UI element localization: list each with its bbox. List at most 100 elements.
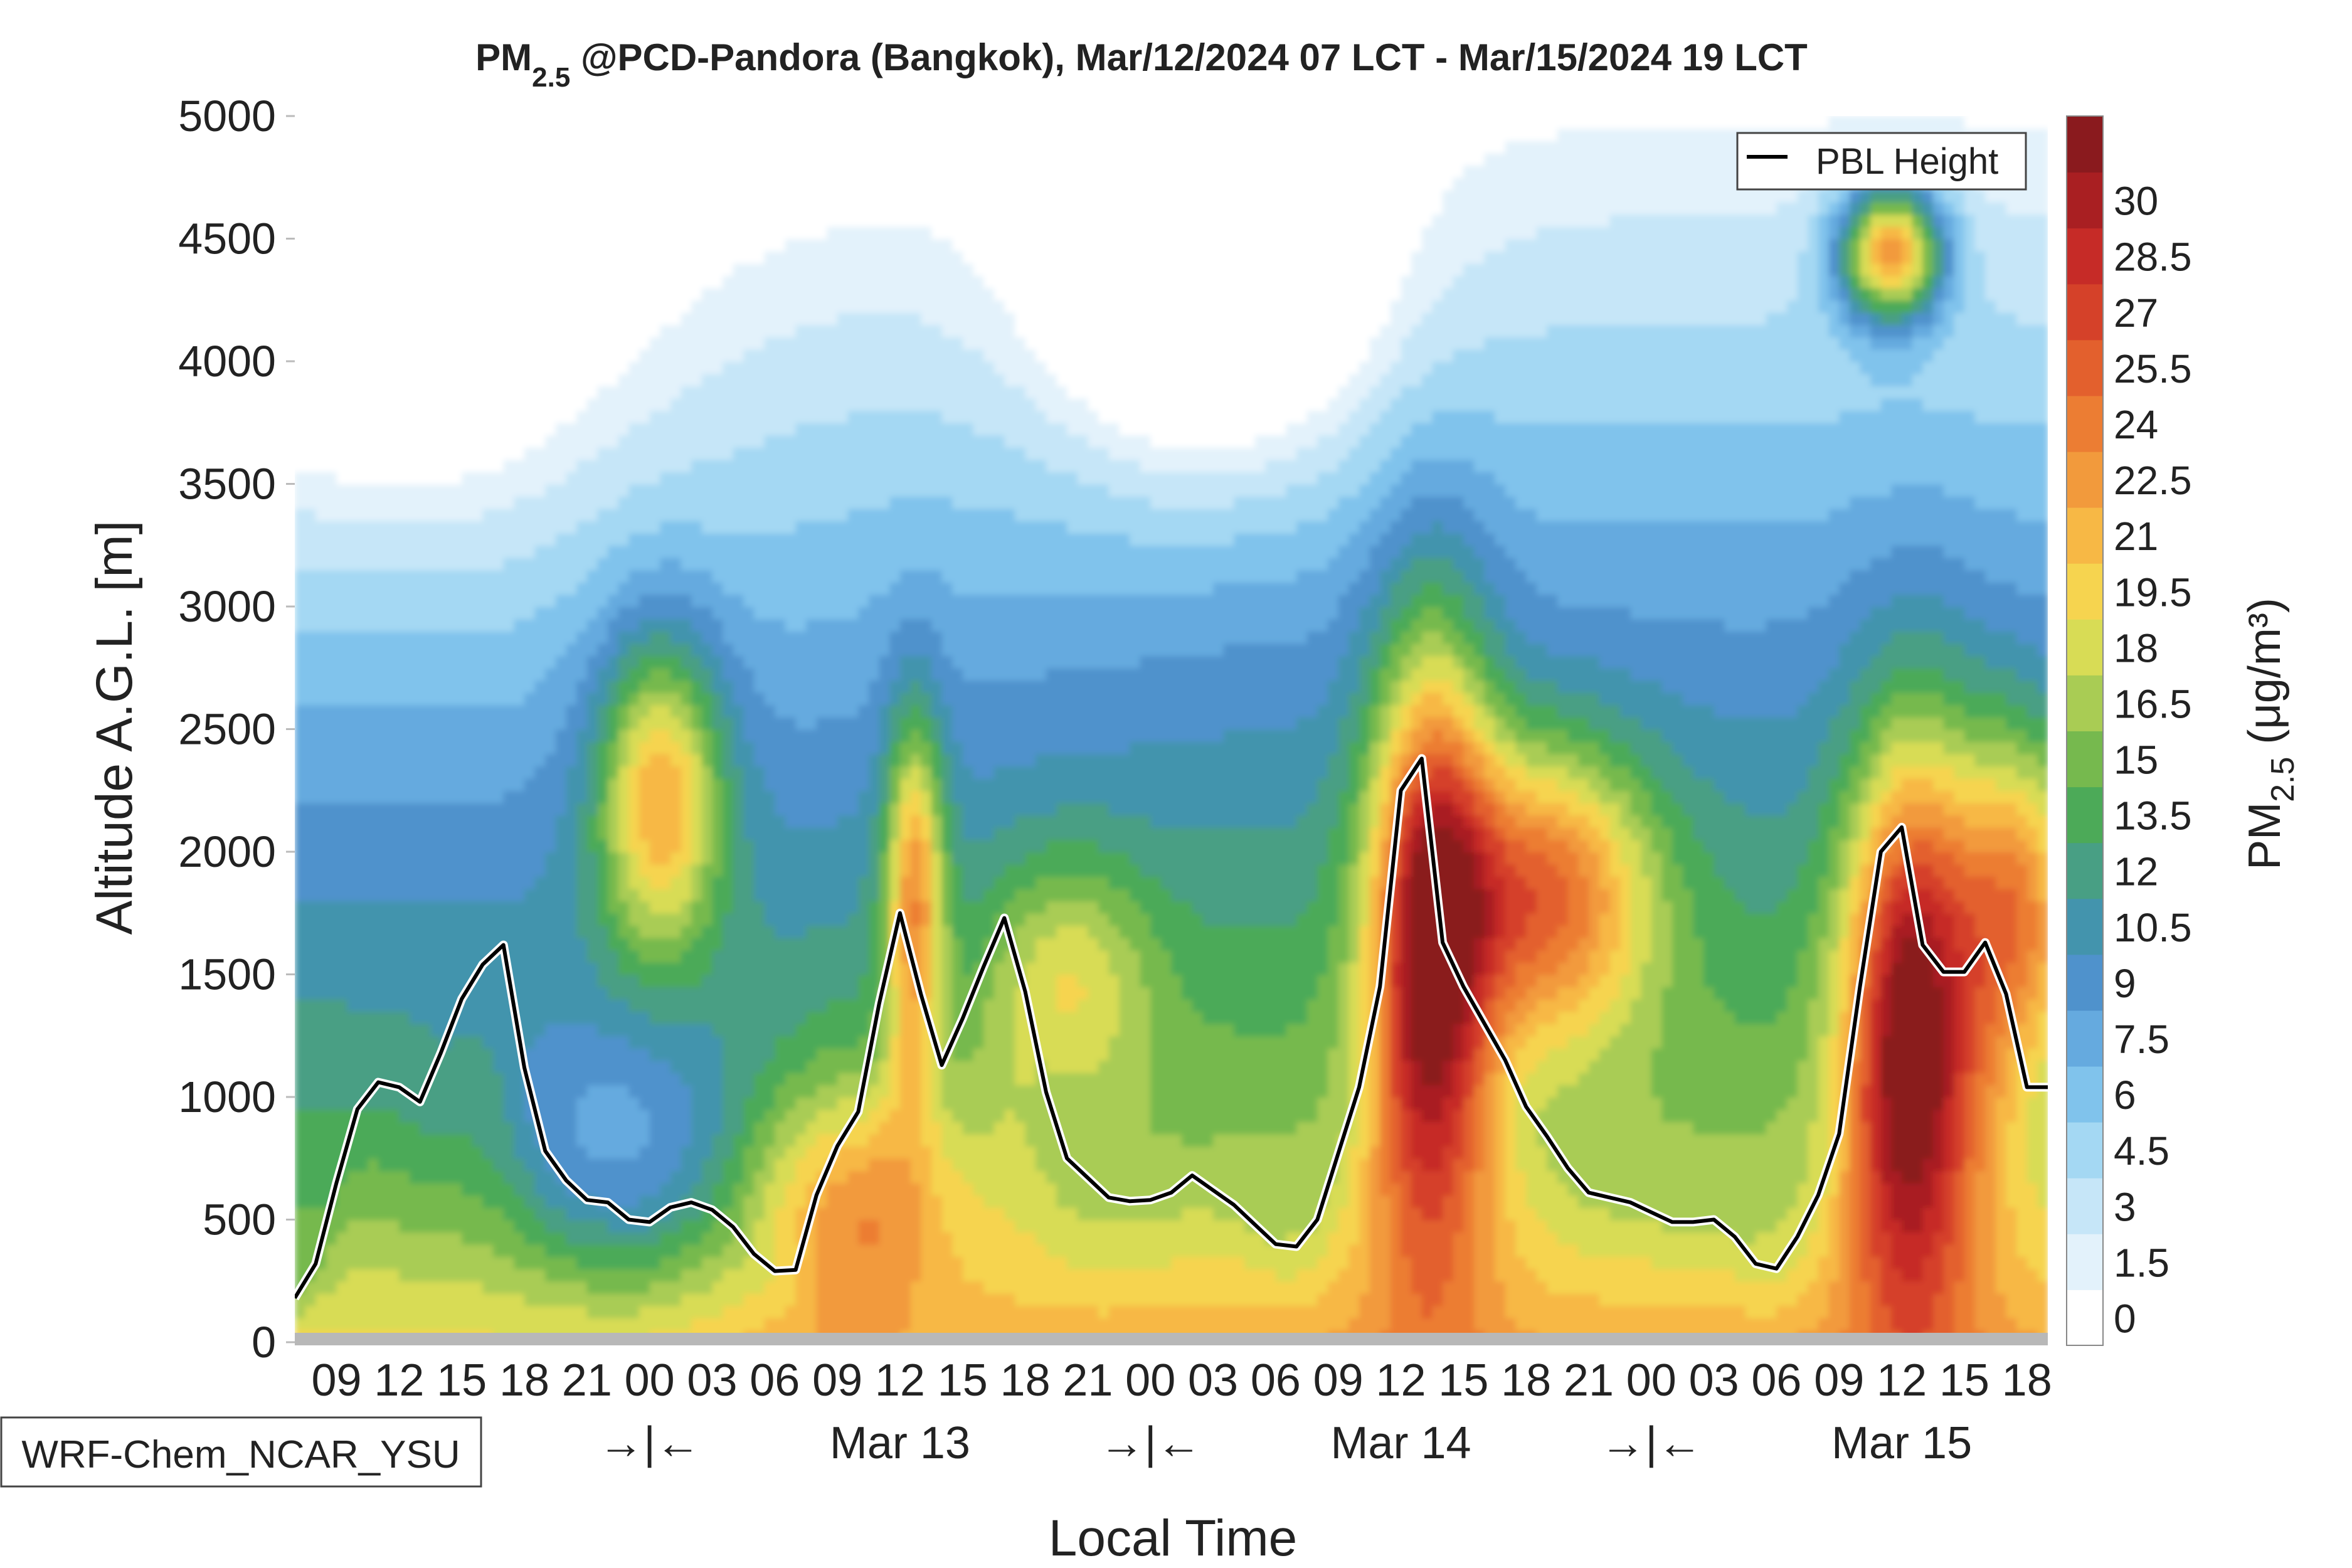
pm25-cell xyxy=(628,447,640,460)
pm25-cell xyxy=(388,692,400,706)
pm25-cell xyxy=(795,680,807,693)
pm25-cell xyxy=(806,1305,817,1318)
pm25-cell xyxy=(357,165,369,178)
pm25-cell xyxy=(806,827,817,840)
pm25-cell xyxy=(733,704,744,718)
pm25-cell xyxy=(295,226,306,240)
pm25-cell xyxy=(566,1317,578,1331)
pm25-cell xyxy=(336,226,348,240)
pm25-cell xyxy=(733,1133,744,1147)
pm25-cell xyxy=(723,569,734,583)
pm25-cell xyxy=(608,557,619,571)
pm25-cell xyxy=(357,581,369,595)
pm25-cell xyxy=(743,1036,755,1049)
pm25-cell xyxy=(670,1097,682,1110)
pm25-cell xyxy=(336,532,348,546)
pm25-cell xyxy=(639,1097,650,1110)
pm25-cell xyxy=(410,643,421,657)
pm25-cell xyxy=(806,778,817,792)
pm25-cell xyxy=(430,496,442,509)
pm25-cell xyxy=(399,1219,410,1232)
pm25-cell xyxy=(326,116,337,129)
pm25-cell xyxy=(399,300,410,313)
pm25-cell xyxy=(336,545,348,558)
pm25-cell xyxy=(462,214,473,227)
pm25-cell xyxy=(775,643,786,657)
pm25-cell xyxy=(639,361,650,374)
pm25-cell xyxy=(388,680,400,693)
pm25-cell xyxy=(534,324,546,337)
pm25-cell xyxy=(399,974,410,988)
pm25-cell xyxy=(660,667,671,681)
pm25-cell xyxy=(681,361,692,374)
pm25-cell xyxy=(295,876,306,889)
pm25-cell xyxy=(764,1023,776,1037)
pm25-cell xyxy=(712,361,724,374)
pm25-cell xyxy=(639,128,650,142)
pm25-cell xyxy=(576,226,588,240)
pm25-cell xyxy=(660,238,671,252)
pm25-cell xyxy=(326,251,337,264)
pm25-cell xyxy=(555,1317,567,1331)
pm25-cell xyxy=(660,459,671,472)
pm25-cell xyxy=(660,1182,671,1196)
pm25-cell xyxy=(586,680,598,693)
pm25-cell xyxy=(691,165,702,178)
pm25-cell xyxy=(410,1023,421,1037)
pm25-cell xyxy=(795,1121,807,1135)
pm25-cell xyxy=(336,667,348,681)
pm25-cell xyxy=(451,766,463,779)
pm25-cell xyxy=(493,1182,504,1196)
pm25-cell xyxy=(462,594,473,607)
pm25-cell xyxy=(410,1072,421,1086)
pm25-cell xyxy=(754,839,765,852)
pm25-cell xyxy=(712,459,724,472)
pm25-cell xyxy=(670,472,682,485)
pm25-cell xyxy=(566,349,578,362)
pm25-cell xyxy=(534,1011,546,1024)
pm25-cell xyxy=(660,778,671,792)
pm25-cell xyxy=(660,557,671,571)
pm25-cell xyxy=(670,680,682,693)
pm25-cell xyxy=(336,1305,348,1318)
pm25-cell xyxy=(336,324,348,337)
pm25-cell xyxy=(482,667,494,681)
pm25-cell xyxy=(410,177,421,191)
pm25-cell xyxy=(503,459,515,472)
pm25-cell xyxy=(399,287,410,301)
pm25-cell xyxy=(482,1182,494,1196)
pm25-cell xyxy=(420,1146,432,1159)
pm25-cell xyxy=(764,999,776,1012)
pm25-cell xyxy=(566,1011,578,1024)
pm25-cell xyxy=(472,459,484,472)
pm25-cell xyxy=(514,1170,525,1184)
pm25-cell xyxy=(534,1232,546,1245)
pm25-cell xyxy=(482,839,494,852)
pm25-cell xyxy=(691,716,702,730)
pm25-cell xyxy=(295,815,306,828)
pm25-cell xyxy=(608,140,619,154)
pm25-cell xyxy=(524,238,536,252)
pm25-cell xyxy=(305,459,317,472)
pm25-cell xyxy=(649,116,661,129)
pm25-cell xyxy=(628,324,640,337)
pm25-cell xyxy=(597,1182,609,1196)
pm25-cell xyxy=(660,594,671,607)
pm25-cell xyxy=(566,1084,578,1098)
pm25-cell xyxy=(462,1244,473,1258)
pm25-cell xyxy=(764,128,776,142)
pm25-cell xyxy=(723,1158,734,1172)
pm25-cell xyxy=(336,214,348,227)
pm25-cell xyxy=(576,398,588,411)
pm25-cell xyxy=(462,950,473,963)
pm25-cell xyxy=(670,447,682,460)
pm25-cell xyxy=(754,581,765,595)
pm25-cell xyxy=(295,729,306,743)
pm25-cell xyxy=(712,336,724,350)
pm25-cell xyxy=(472,410,484,423)
pm25-cell xyxy=(618,152,630,166)
pm25-cell xyxy=(785,913,797,926)
pm25-cell xyxy=(493,177,504,191)
pm25-cell xyxy=(597,1268,609,1282)
pm25-cell xyxy=(305,1195,317,1208)
